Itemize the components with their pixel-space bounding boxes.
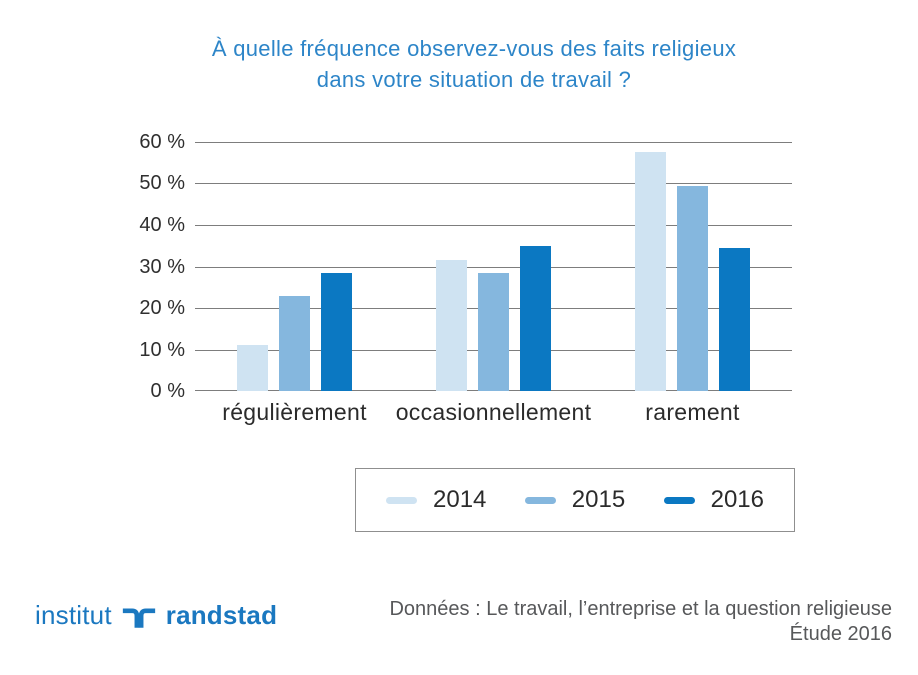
y-tick-label-0: 0 % (150, 380, 185, 402)
gridline-60 (195, 142, 792, 143)
bar-group-2 (394, 142, 593, 391)
y-tick-label-20: 20 % (139, 296, 185, 319)
gridline-50 (195, 183, 792, 185)
x-axis-label-3: rarement (645, 399, 740, 425)
institut-randstad-logo: institut randstad (35, 600, 277, 631)
legend-label-2015: 2015 (571, 486, 626, 513)
legend-swatch-2016 (663, 496, 695, 504)
legend-entry-2014: 2014 (386, 486, 486, 514)
x-axis-label-1: régulièrement (222, 399, 367, 425)
bar-2014-category-1 (237, 345, 268, 391)
bar-2015-category-3 (677, 185, 708, 391)
plot-area (195, 142, 792, 391)
bar-2016-category-2 (520, 245, 551, 391)
bar-2016-category-1 (321, 272, 352, 391)
bar-groups (195, 142, 792, 391)
chart-title-line-2: dans votre situation de travail ? (316, 67, 632, 92)
data-source-text: Données : Le travail, l’entreprise et la… (389, 597, 892, 647)
legend-box: 2014 2015 2016 (355, 468, 795, 532)
gridline-40 (195, 224, 792, 226)
bar-2014-category-3 (635, 152, 666, 391)
logo-word-institut: institut (35, 600, 112, 630)
gridline-30 (195, 266, 792, 268)
y-tick-label-30: 30 % (139, 255, 185, 278)
y-tick-label-40: 40 % (139, 213, 185, 236)
y-axis-labels: 0 % 10 % 20 % 30 % 40 % 50 % 60 % (95, 131, 185, 402)
legend-swatch-2014 (386, 496, 417, 504)
legend-entry-2016: 2016 (663, 486, 764, 514)
bar-2015-category-2 (478, 272, 509, 391)
randstad-logo-icon (122, 602, 156, 630)
source-text-line-1: Données : Le travail, l’entreprise et la… (389, 598, 892, 620)
chart-title-line-1: À quelle fréquence observez-vous des fai… (211, 36, 737, 61)
x-axis-labels: régulièrement occasionnellement rarement (195, 399, 792, 426)
chart-title: À quelle fréquence observez-vous des fai… (154, 33, 794, 95)
source-text-line-2: Étude 2016 (789, 623, 892, 645)
y-tick-label-10: 10 % (139, 338, 185, 361)
legend-entry-2015: 2015 (524, 486, 626, 514)
bar-group-3 (593, 142, 792, 391)
x-axis-label-2: occasionnellement (395, 399, 592, 425)
legend-label-2014: 2014 (433, 486, 487, 513)
bar-group-1 (195, 142, 394, 391)
legend-swatch-2015 (524, 496, 556, 504)
legend-label-2016: 2016 (710, 486, 764, 513)
bar-2016-category-3 (719, 247, 750, 391)
bar-2014-category-2 (436, 260, 467, 391)
y-tick-label-60: 60 % (139, 131, 185, 153)
bar-2015-category-1 (279, 295, 310, 391)
logo-word-randstad: randstad (165, 600, 278, 630)
y-tick-label-50: 50 % (139, 172, 185, 195)
